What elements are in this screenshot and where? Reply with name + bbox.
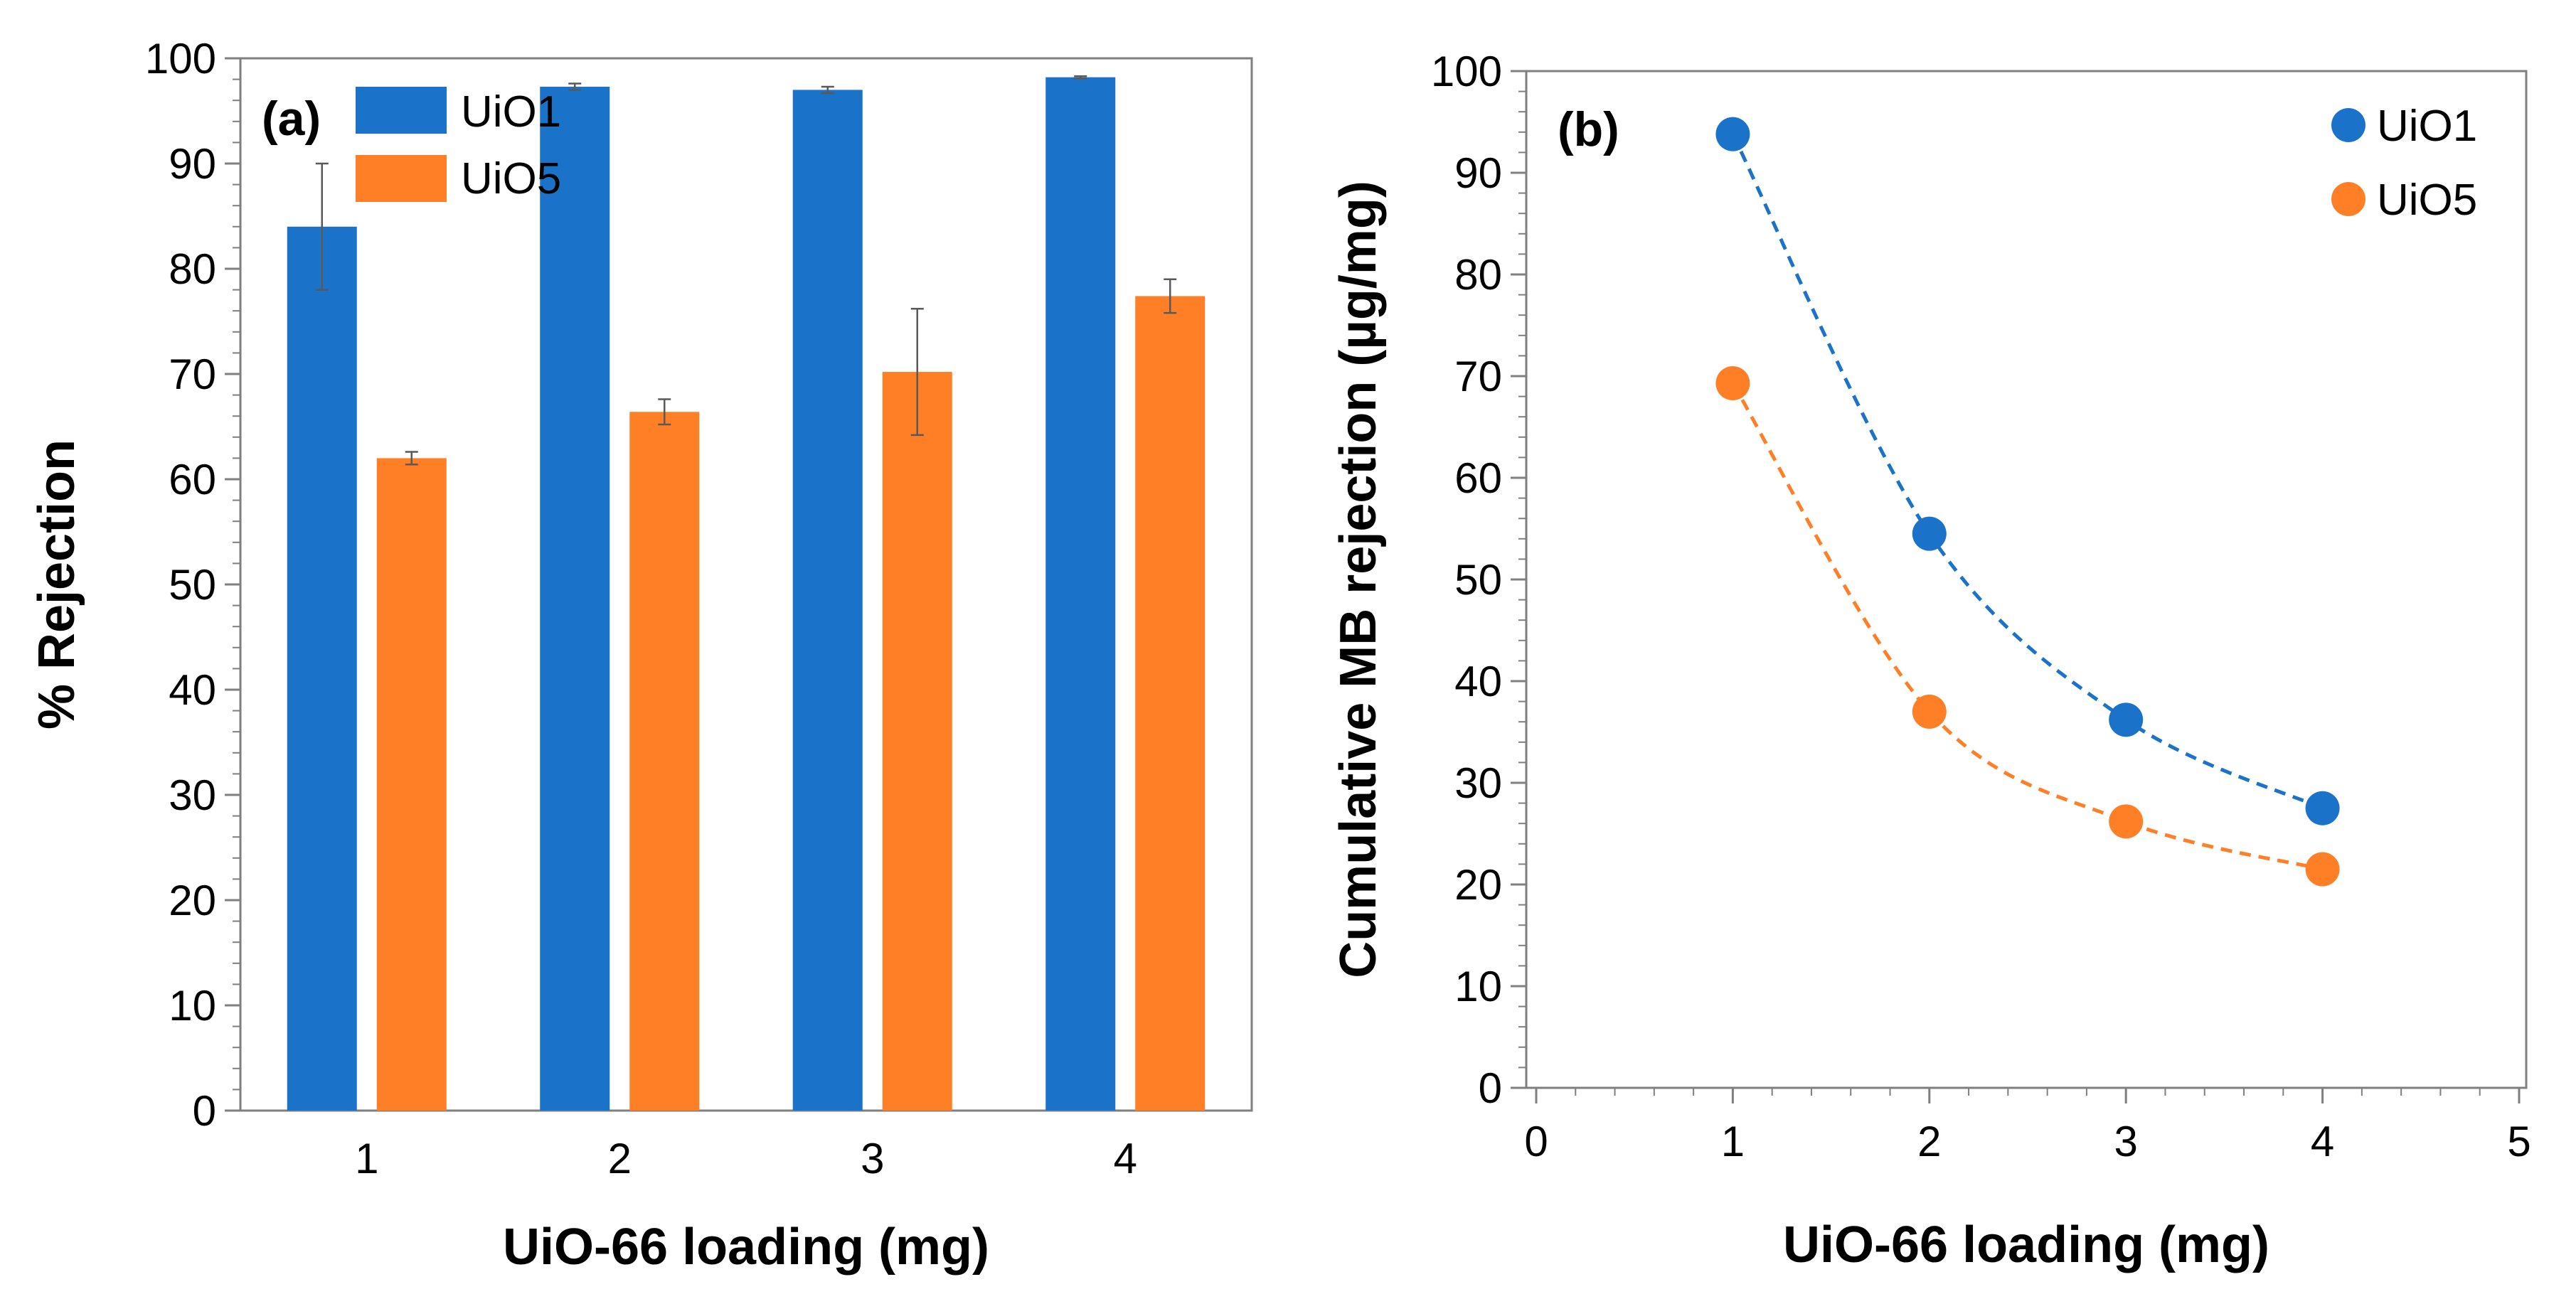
legend: UiO1 UiO5 bbox=[2331, 102, 2477, 225]
legend-label-uio5: UiO5 bbox=[461, 154, 561, 203]
bar-chart-panel: 0 10 20 30 40 50 60 70 80 90 100 1 2 3 4 (a) UiO1 UiO… bbox=[28, 35, 1253, 1276]
y-tick-label: 30 bbox=[169, 771, 216, 819]
x-axis-label: UiO-66 loading (mg) bbox=[503, 1219, 989, 1276]
legend-label-uio5: UiO5 bbox=[2377, 176, 2477, 225]
point-uio1-1 bbox=[1715, 117, 1750, 151]
y-tick-label: 90 bbox=[169, 140, 216, 188]
legend-swatch-uio5 bbox=[356, 155, 447, 202]
y-tick-label: 20 bbox=[169, 877, 216, 924]
legend-label-uio1: UiO1 bbox=[461, 87, 561, 137]
y-tick-label: 90 bbox=[1454, 149, 1502, 197]
x-tick-label: 0 bbox=[1524, 1118, 1548, 1165]
x-tick-label: 4 bbox=[1114, 1135, 1137, 1182]
y-axis-ticks: 0 10 20 30 40 50 60 70 80 90 100 bbox=[145, 35, 240, 1135]
panel-label: (a) bbox=[262, 92, 321, 146]
point-uio5-4 bbox=[2305, 852, 2340, 887]
point-uio5-2 bbox=[1912, 694, 1947, 729]
bar-uio1-2 bbox=[540, 86, 610, 1111]
bar-uio5-1 bbox=[376, 458, 447, 1111]
bar-uio5-3 bbox=[882, 372, 952, 1111]
y-tick-label: 50 bbox=[169, 561, 216, 609]
x-tick-label: 5 bbox=[2507, 1118, 2530, 1165]
x-tick-label: 1 bbox=[1721, 1118, 1745, 1165]
legend: UiO1 UiO5 bbox=[356, 87, 561, 203]
x-axis-ticks: 1 2 3 4 bbox=[355, 1135, 1137, 1182]
y-tick-label: 80 bbox=[169, 245, 216, 293]
x-tick-label: 4 bbox=[2311, 1118, 2334, 1165]
y-tick-label: 100 bbox=[145, 35, 216, 82]
y-tick-label: 80 bbox=[1454, 251, 1502, 299]
trendline-uio5 bbox=[1731, 382, 2324, 871]
bars bbox=[287, 75, 1205, 1111]
y-axis-label: % Rejection bbox=[28, 439, 85, 729]
x-tick-label: 1 bbox=[355, 1135, 378, 1182]
bar-uio5-4 bbox=[1135, 296, 1205, 1111]
y-axis-ticks: 0 10 20 30 40 50 60 70 80 90 100 bbox=[1431, 48, 1526, 1112]
y-tick-label: 0 bbox=[193, 1087, 216, 1135]
bar-uio1-4 bbox=[1045, 77, 1116, 1111]
x-tick-label: 2 bbox=[608, 1135, 632, 1182]
y-tick-label: 70 bbox=[1454, 353, 1502, 400]
trendline-uio1 bbox=[1731, 133, 2324, 811]
data-series bbox=[1715, 117, 2340, 887]
y-tick-label: 10 bbox=[1454, 963, 1502, 1010]
bar-uio1-3 bbox=[792, 90, 863, 1111]
point-uio5-1 bbox=[1715, 366, 1750, 401]
y-tick-label: 60 bbox=[169, 456, 216, 503]
x-tick-label: 3 bbox=[861, 1135, 884, 1182]
x-tick-label: 2 bbox=[1917, 1118, 1941, 1165]
y-tick-label: 100 bbox=[1431, 48, 1502, 95]
y-tick-label: 40 bbox=[169, 666, 216, 714]
panel-label: (b) bbox=[1558, 102, 1619, 156]
y-axis-label: Cumulative MB rejection (µg/mg) bbox=[1330, 181, 1387, 978]
x-axis-label: UiO-66 loading (mg) bbox=[1783, 1217, 2269, 1273]
y-tick-label: 70 bbox=[169, 351, 216, 398]
point-uio1-2 bbox=[1912, 516, 1947, 551]
y-tick-label: 60 bbox=[1454, 454, 1502, 502]
legend-marker-uio1 bbox=[2331, 108, 2365, 142]
point-uio5-3 bbox=[2109, 804, 2144, 839]
point-uio1-4 bbox=[2305, 791, 2340, 825]
x-tick-label: 3 bbox=[2114, 1118, 2138, 1165]
y-tick-label: 50 bbox=[1454, 556, 1502, 604]
y-tick-label: 20 bbox=[1454, 861, 1502, 909]
y-tick-label: 10 bbox=[169, 982, 216, 1030]
x-axis-ticks: 0 1 2 3 4 5 bbox=[1524, 1088, 2531, 1165]
bar-uio1-1 bbox=[287, 226, 357, 1111]
bar-uio5-2 bbox=[629, 412, 700, 1111]
y-tick-label: 0 bbox=[1479, 1064, 1502, 1112]
y-tick-label: 40 bbox=[1454, 658, 1502, 705]
legend-marker-uio5 bbox=[2331, 182, 2365, 216]
scatter-chart-panel: 0 10 20 30 40 50 60 70 80 90 100 0 1 2 3 4 5 (b) UiO1 U… bbox=[1330, 48, 2531, 1273]
legend-swatch-uio1 bbox=[356, 87, 447, 134]
point-uio1-3 bbox=[2109, 702, 2144, 737]
y-tick-label: 30 bbox=[1454, 759, 1502, 807]
legend-label-uio1: UiO1 bbox=[2377, 102, 2477, 151]
